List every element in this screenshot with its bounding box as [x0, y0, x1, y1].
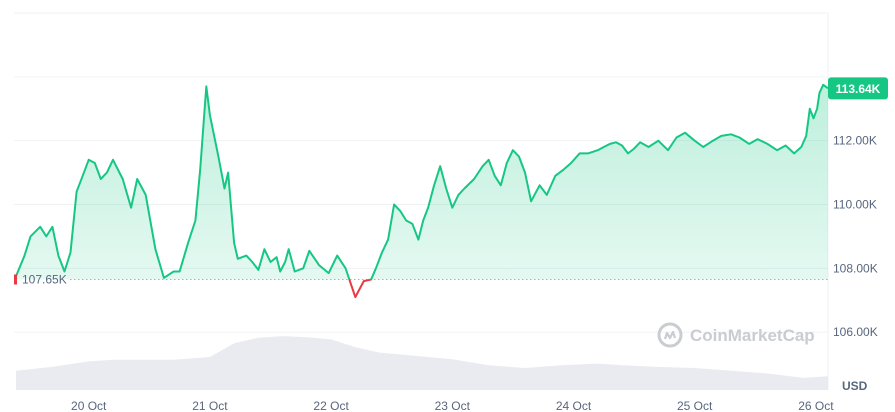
x-tick-label: 20 Oct	[71, 399, 107, 412]
y-tick-label: 106.00K	[833, 325, 878, 339]
price-area	[16, 84, 828, 280]
y-axis: 106.00K 108.00K 110.00K 112.00K	[833, 134, 878, 339]
y-tick-label: 110.00K	[833, 198, 877, 212]
x-tick-label: 25 Oct	[677, 399, 713, 412]
current-price-text: 113.64K	[836, 82, 881, 96]
watermark-text: CoinMarketCap	[690, 326, 815, 345]
open-price-text: 107.65K	[22, 273, 67, 287]
watermark: CoinMarketCap	[657, 322, 815, 348]
current-price-badge-bg	[828, 77, 888, 100]
open-price-marker	[14, 274, 17, 285]
x-tick-label: 24 Oct	[556, 399, 592, 412]
x-tick-label: 26 Oct	[798, 399, 834, 412]
current-price-badge: 113.64K	[828, 77, 888, 100]
x-tick-label: 23 Oct	[435, 399, 471, 412]
price-line	[15, 83, 829, 299]
y-tick-label: 112.00K	[833, 134, 877, 148]
volume-area	[16, 336, 828, 390]
coinmarketcap-logo-icon	[657, 322, 683, 348]
open-price-label: 107.65K	[14, 273, 67, 287]
x-axis: 20 Oct 21 Oct 22 Oct 23 Oct 24 Oct 25 Oct 26 O…	[71, 399, 834, 412]
y-tick-label: 108.00K	[833, 261, 878, 275]
volume-bars	[16, 336, 828, 390]
currency-label: USD	[842, 379, 868, 393]
price-line-up	[15, 83, 829, 280]
price-area-fill	[16, 84, 828, 280]
x-tick-label: 21 Oct	[192, 399, 228, 412]
x-tick-label: 22 Oct	[313, 399, 349, 412]
